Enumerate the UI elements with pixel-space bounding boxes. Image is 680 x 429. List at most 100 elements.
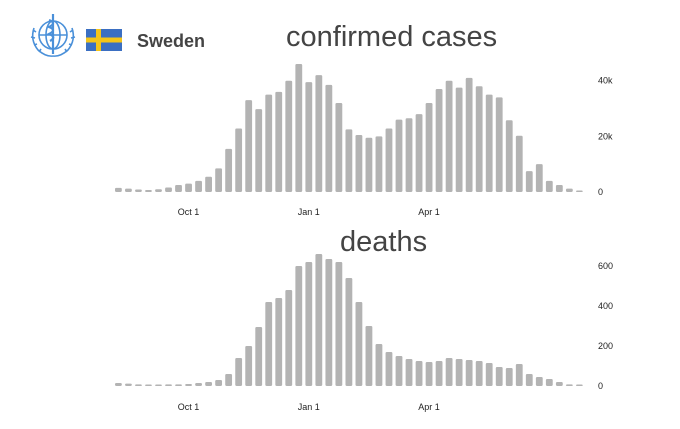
bar — [385, 352, 393, 386]
bar — [195, 383, 202, 386]
bar — [525, 374, 533, 386]
bar — [405, 359, 413, 386]
bar — [535, 164, 543, 192]
bar — [235, 358, 243, 386]
bar — [425, 362, 433, 386]
bar — [415, 114, 423, 192]
bar — [265, 94, 273, 192]
x-tick-label: Apr 1 — [418, 402, 440, 412]
bar — [225, 374, 233, 386]
bar — [545, 379, 553, 386]
bar — [145, 190, 152, 192]
bar — [335, 262, 343, 386]
cases-chart-title: confirmed cases — [286, 21, 498, 53]
bar — [485, 363, 493, 386]
bar — [175, 384, 182, 386]
bar — [305, 262, 313, 386]
bar — [495, 367, 503, 386]
bar — [295, 266, 303, 386]
bar — [235, 128, 243, 192]
bar — [165, 187, 172, 192]
y-tick-label: 400 — [598, 301, 613, 311]
bar — [195, 180, 202, 192]
bar — [275, 298, 283, 386]
bar — [315, 75, 323, 192]
bar — [125, 188, 132, 192]
bar — [435, 361, 443, 386]
bar — [325, 84, 333, 192]
bar — [405, 118, 413, 192]
bar — [265, 302, 273, 386]
bar — [185, 384, 192, 386]
sweden-flag-icon — [86, 29, 122, 51]
deaths-chart: 0 200 400 600 Oct 1 Jan 1 Apr 1 — [115, 254, 613, 412]
bar — [445, 358, 453, 386]
bar — [505, 368, 513, 386]
bar — [125, 383, 132, 386]
bar — [285, 80, 293, 192]
x-tick-label: Oct 1 — [178, 207, 200, 217]
who-emblem-icon — [30, 14, 76, 57]
y-tick-label: 20k — [598, 131, 613, 141]
bar — [455, 87, 463, 192]
deaths-chart-title: deaths — [340, 226, 428, 258]
bar — [415, 361, 423, 386]
bar — [385, 128, 393, 192]
bar — [455, 359, 463, 386]
bar — [215, 380, 223, 386]
bar — [375, 344, 383, 386]
bar — [345, 278, 353, 386]
bar — [545, 180, 553, 192]
bar — [535, 377, 543, 386]
bar — [315, 254, 323, 386]
bar — [335, 102, 343, 192]
y-tick-label: 40k — [598, 76, 613, 86]
x-tick-label: Apr 1 — [418, 207, 440, 217]
country-name: Sweden — [137, 31, 206, 51]
bar — [255, 327, 263, 386]
bar — [205, 382, 212, 386]
bar — [175, 185, 182, 192]
y-tick-label: 200 — [598, 341, 613, 351]
bar — [305, 82, 313, 192]
bar — [215, 168, 223, 192]
bar — [395, 119, 403, 192]
bar — [165, 384, 172, 386]
bar — [425, 102, 433, 192]
bar — [565, 384, 573, 386]
bar — [435, 89, 443, 192]
bar — [525, 171, 533, 192]
bar — [145, 384, 152, 386]
bar — [345, 129, 353, 192]
bar — [365, 137, 373, 192]
bar — [355, 134, 363, 192]
bar — [135, 384, 142, 386]
bar — [515, 135, 523, 192]
bar — [375, 136, 383, 192]
bar — [505, 120, 513, 192]
bar — [115, 383, 122, 386]
bar — [445, 80, 453, 192]
bar — [465, 360, 473, 386]
bar — [255, 109, 263, 192]
x-tick-label: Jan 1 — [298, 402, 320, 412]
bar — [245, 100, 253, 192]
bar — [555, 185, 563, 192]
bar — [185, 183, 192, 192]
bar — [325, 259, 333, 386]
bar — [155, 189, 162, 192]
bar — [205, 176, 212, 192]
bar — [575, 384, 583, 386]
bar — [115, 187, 122, 192]
bar — [245, 346, 253, 386]
y-tick-label: 600 — [598, 261, 613, 271]
y-tick-label: 0 — [598, 187, 603, 197]
confirmed-cases-chart: 0 20k 40k Oct 1 Jan 1 Apr 1 — [115, 64, 613, 217]
bar — [135, 189, 142, 192]
bar — [295, 64, 303, 192]
header: Sweden — [0, 0, 680, 70]
bar — [275, 91, 283, 192]
bar — [485, 94, 493, 192]
x-tick-label: Jan 1 — [298, 207, 320, 217]
bar — [475, 86, 483, 192]
